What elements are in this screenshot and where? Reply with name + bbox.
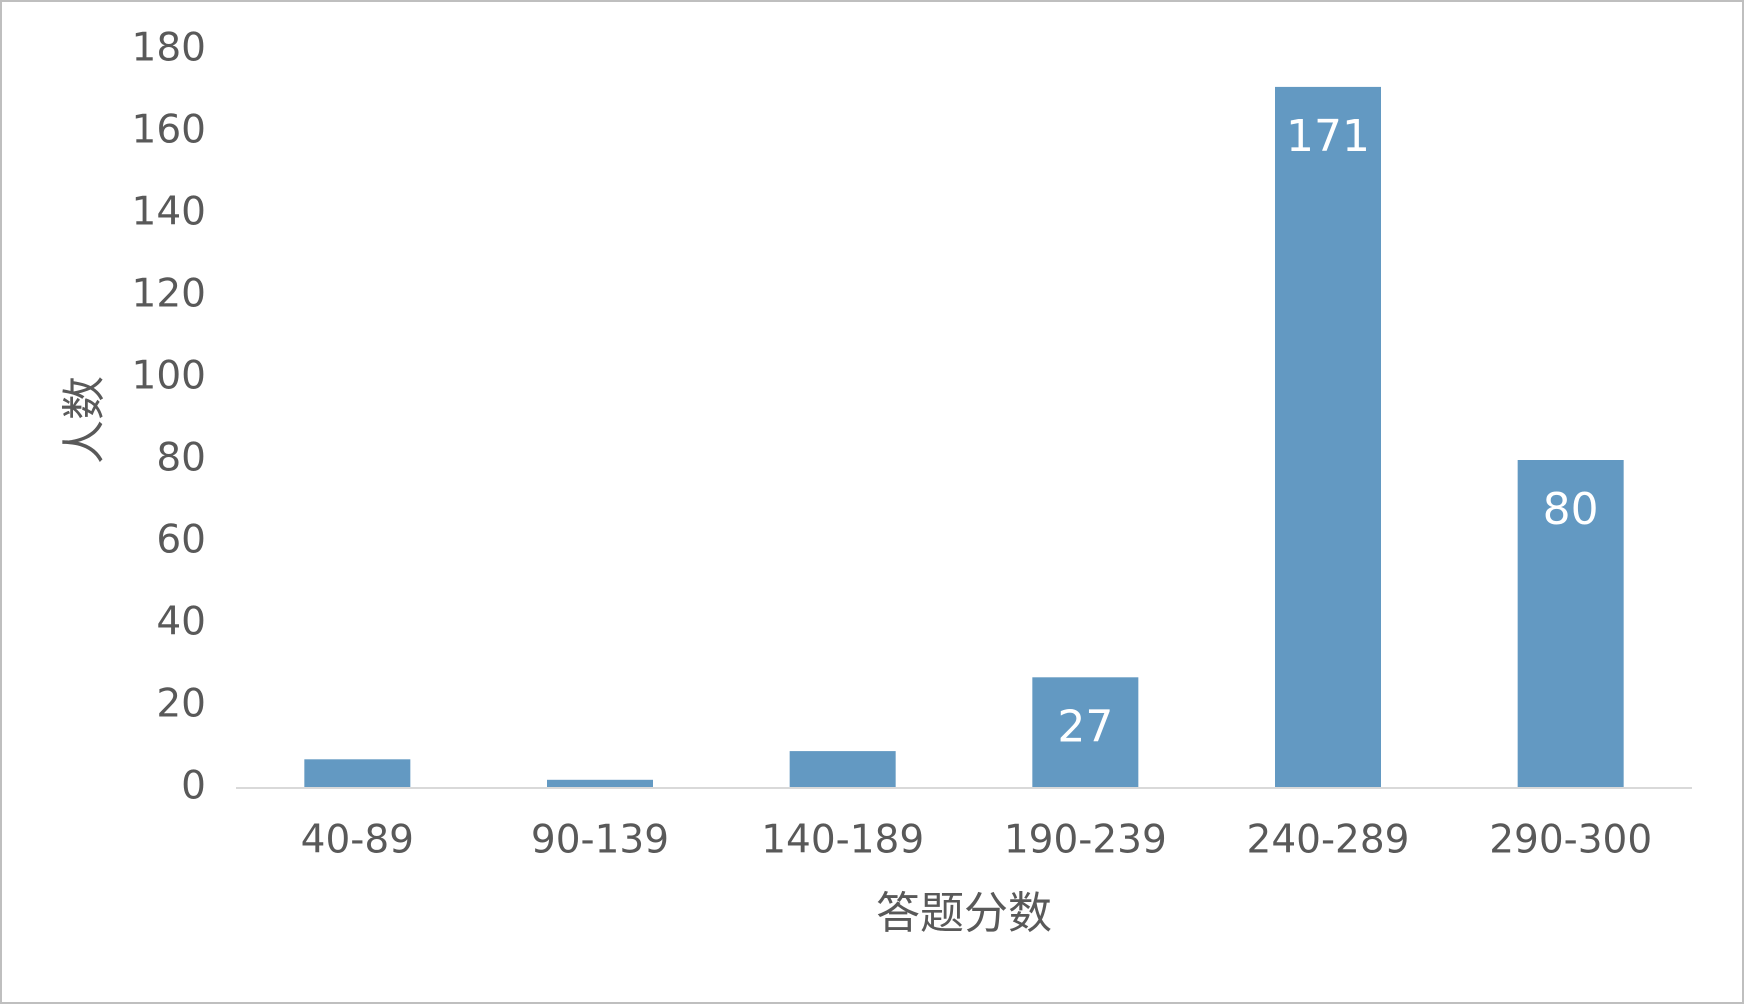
- data-label: 80: [1543, 484, 1599, 535]
- y-axis-title: 人数: [59, 376, 110, 464]
- x-tick-label: 290-300: [1489, 818, 1652, 863]
- bar: [304, 759, 411, 788]
- x-tick-label: 90-139: [531, 818, 669, 863]
- x-tick-label: 40-89: [301, 818, 414, 863]
- y-tick-label: 140: [132, 190, 206, 235]
- y-tick-label: 120: [132, 272, 206, 317]
- y-tick-label: 100: [132, 354, 206, 399]
- x-tick-label: 240-289: [1247, 818, 1410, 863]
- data-label: 171: [1286, 111, 1370, 162]
- y-tick-label: 180: [132, 26, 206, 71]
- x-axis-title: 答题分数: [876, 888, 1052, 939]
- y-tick-label: 20: [156, 682, 206, 727]
- y-tick-label: 60: [156, 518, 206, 563]
- x-tick-label: 140-189: [761, 818, 924, 863]
- y-tick-label: 160: [132, 108, 206, 153]
- x-tick-label: 190-239: [1004, 818, 1167, 863]
- y-tick-label: 40: [156, 600, 206, 645]
- bar: [1517, 460, 1624, 788]
- bar: [1275, 86, 1381, 788]
- data-label: 27: [1057, 701, 1113, 752]
- bar: [1032, 677, 1139, 788]
- bar: [789, 751, 896, 788]
- y-tick-label: 80: [156, 436, 206, 481]
- bar: [547, 779, 653, 788]
- y-tick-label: 0: [181, 764, 206, 809]
